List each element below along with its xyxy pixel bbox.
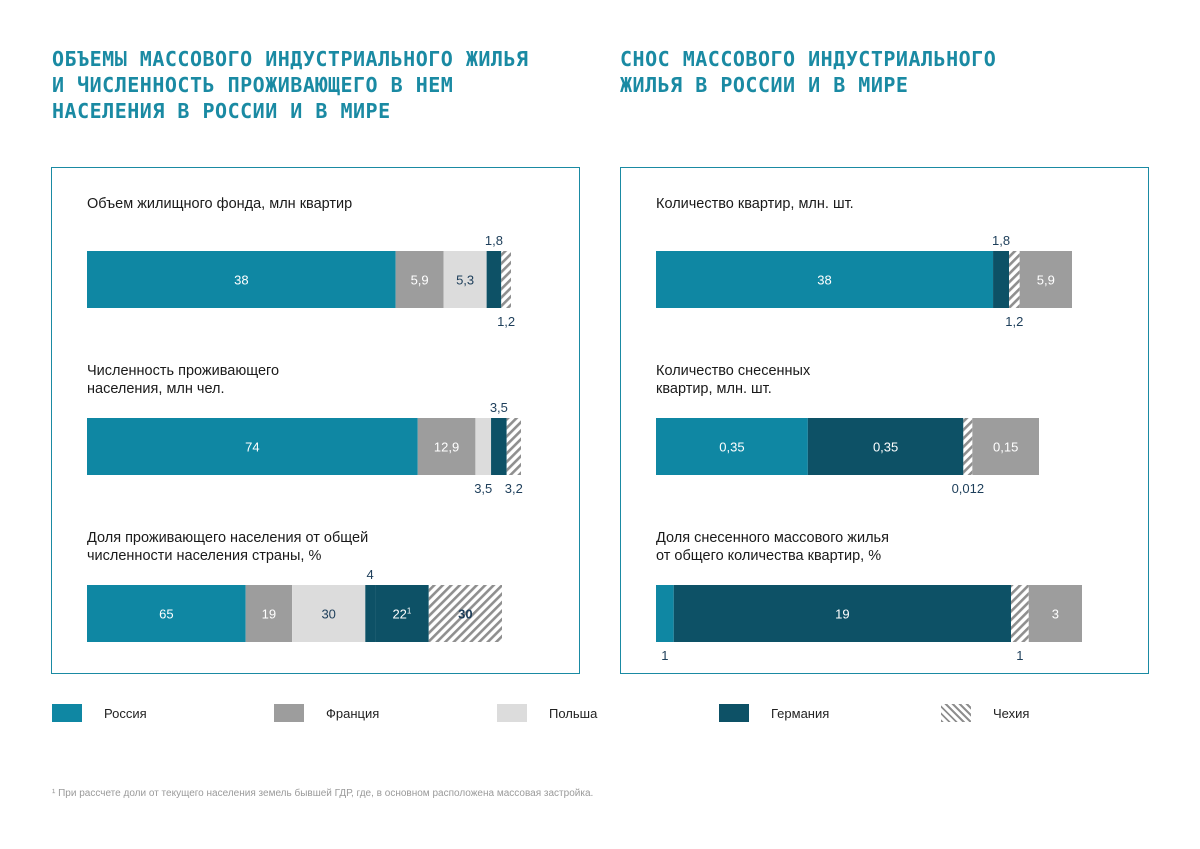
left-charts-svg: Объем жилищного фонда, млн квартир 38 5,9 5… bbox=[87, 196, 523, 642]
bar-label-germany: 4 bbox=[367, 567, 374, 582]
bar-segment-france bbox=[1019, 251, 1072, 308]
bar-segment-poland bbox=[292, 585, 366, 642]
legend-label: Польша bbox=[549, 705, 598, 721]
left-title-line: И ЧИСЛЕННОСТЬ ПРОЖИВАЮЩЕГО В НЕМ bbox=[52, 73, 454, 97]
legend-label: Чехия bbox=[993, 705, 1030, 721]
bar-segment-czechia bbox=[1009, 251, 1020, 308]
legend: Россия Франция Польша Германия Чехия bbox=[0, 704, 1200, 728]
bar-label-czechia: 1,2 bbox=[497, 314, 515, 329]
legend-item-czechia: Чехия bbox=[941, 704, 1029, 722]
bar-label-france: 0,15 bbox=[993, 440, 1018, 455]
bar-segment-germany bbox=[491, 418, 507, 475]
bar-label-czechia: 3,2 bbox=[505, 481, 523, 496]
bar-label-germany: 0,35 bbox=[873, 440, 898, 455]
bar-segment-germany bbox=[365, 585, 376, 642]
left-panel-title: ОБЪЕМЫ МАССОВОГО ИНДУСТРИАЛЬНОГО ЖИЛЬЯ И… bbox=[52, 46, 529, 124]
right-chart-panel: Количество квартир, млн. шт. 38 1,8 1,2 5,9 К… bbox=[620, 167, 1149, 674]
right-title-line: ЖИЛЬЯ В РОССИИ И В МИРЕ bbox=[620, 73, 909, 97]
bar-segment-russia bbox=[656, 585, 674, 642]
bar-segment-france bbox=[245, 585, 293, 642]
bar-segment-czechia bbox=[428, 585, 502, 642]
legend-item-germany: Германия bbox=[719, 704, 829, 722]
chart-title: от общего количества квартир, % bbox=[656, 548, 881, 564]
left-chart-panel: Объем жилищного фонда, млн квартир 38 5,9 5… bbox=[51, 167, 580, 674]
bar-segment-czechia bbox=[963, 418, 973, 475]
bar-label-france: 3 bbox=[1052, 607, 1059, 622]
bar-label-russia: 0,35 bbox=[719, 440, 744, 455]
bar-label-france: 19 bbox=[262, 607, 276, 622]
bar-segment-germany bbox=[486, 251, 502, 308]
legend-item-poland: Польша bbox=[497, 704, 597, 722]
bar-segment-france bbox=[417, 418, 476, 475]
legend-label: Германия bbox=[771, 705, 830, 721]
bar-label-france: 12,9 bbox=[434, 440, 459, 455]
chart-title: Доля проживающего населения от общей bbox=[87, 530, 368, 546]
right-panel-title: СНОС МАССОВОГО ИНДУСТРИАЛЬНОГО ЖИЛЬЯ В Р… bbox=[620, 46, 996, 98]
bar-label-france: 5,9 bbox=[1037, 273, 1055, 288]
bar-segment-russia bbox=[87, 418, 418, 475]
bar-label-germany: 1,8 bbox=[485, 233, 503, 248]
chart-title: Количество снесенных bbox=[656, 363, 811, 379]
bar-segment-czechia bbox=[501, 251, 511, 308]
chart-title: Доля снесенного массового жилья bbox=[656, 530, 889, 546]
bar-segment-germany bbox=[375, 585, 429, 642]
chart-title: Численность проживающего bbox=[87, 363, 279, 379]
bar-segment-czechia bbox=[1011, 585, 1029, 642]
chart-title: квартир, млн. шт. bbox=[656, 381, 772, 397]
chart-title: Количество квартир, млн. шт. bbox=[656, 196, 854, 212]
bar-segment-germany bbox=[993, 251, 1010, 308]
bar-label-germany: 1,8 bbox=[992, 233, 1010, 248]
bar-label-russia: 38 bbox=[817, 273, 831, 288]
right-charts-svg: Количество квартир, млн. шт. 38 1,8 1,2 5,9 К… bbox=[656, 196, 1082, 663]
bar-label-russia: 74 bbox=[245, 440, 259, 455]
legend-swatch bbox=[719, 704, 749, 722]
legend-label: Россия bbox=[104, 705, 147, 721]
bar-label-czechia: 1 bbox=[1016, 648, 1023, 663]
right-title-line: СНОС МАССОВОГО ИНДУСТРИАЛЬНОГО bbox=[620, 47, 997, 71]
legend-label: Франция bbox=[326, 705, 380, 721]
bar-label-czechia: 0,012 bbox=[952, 481, 985, 496]
left-title-line: НАСЕЛЕНИЯ В РОССИИ И В МИРЕ bbox=[52, 99, 391, 123]
bar-segment-france bbox=[395, 251, 444, 308]
bar-segment-germany bbox=[673, 585, 1011, 642]
legend-swatch bbox=[497, 704, 527, 722]
bar-label-russia: 1 bbox=[661, 648, 668, 663]
left-title-line: ОБЪЕМЫ МАССОВОГО ИНДУСТРИАЛЬНОГО ЖИЛЬЯ bbox=[52, 47, 529, 71]
bar-label-czechia: 1,2 bbox=[1005, 314, 1023, 329]
legend-item-france: Франция bbox=[274, 704, 379, 722]
bar-segment-russia bbox=[656, 418, 808, 475]
bar-label-russia: 65 bbox=[159, 607, 173, 622]
chart-title: Объем жилищного фонда, млн квартир bbox=[87, 196, 352, 212]
bar-label-czechia: 30 bbox=[458, 607, 472, 622]
bar-label-france: 5,9 bbox=[411, 273, 429, 288]
legend-swatch bbox=[941, 704, 971, 722]
bar-label-poland: 5,3 bbox=[456, 273, 474, 288]
bar-label-russia: 38 bbox=[234, 273, 248, 288]
footnote: ¹ При рассчете доли от текущего населени… bbox=[52, 788, 594, 799]
legend-swatch bbox=[52, 704, 82, 722]
legend-swatch bbox=[274, 704, 304, 722]
bar-segment-poland bbox=[443, 251, 487, 308]
bar-label-germany: 19 bbox=[835, 607, 849, 622]
chart-title: численности населения страны, % bbox=[87, 548, 321, 564]
bar-label-germany: 3,5 bbox=[490, 400, 508, 415]
bar-segment-russia bbox=[87, 251, 396, 308]
bar-segment-germany bbox=[807, 418, 964, 475]
bar-label-poland: 3,5 bbox=[474, 481, 492, 496]
bar-segment-russia bbox=[656, 251, 994, 308]
legend-item-russia: Россия bbox=[52, 704, 147, 722]
bar-label-poland: 30 bbox=[321, 607, 335, 622]
bar-segment-france bbox=[1028, 585, 1082, 642]
bar-segment-russia bbox=[87, 585, 246, 642]
bar-segment-czechia bbox=[506, 418, 521, 475]
chart-title: населения, млн чел. bbox=[87, 381, 225, 397]
bar-segment-france bbox=[972, 418, 1039, 475]
bar-segment-poland bbox=[475, 418, 492, 475]
